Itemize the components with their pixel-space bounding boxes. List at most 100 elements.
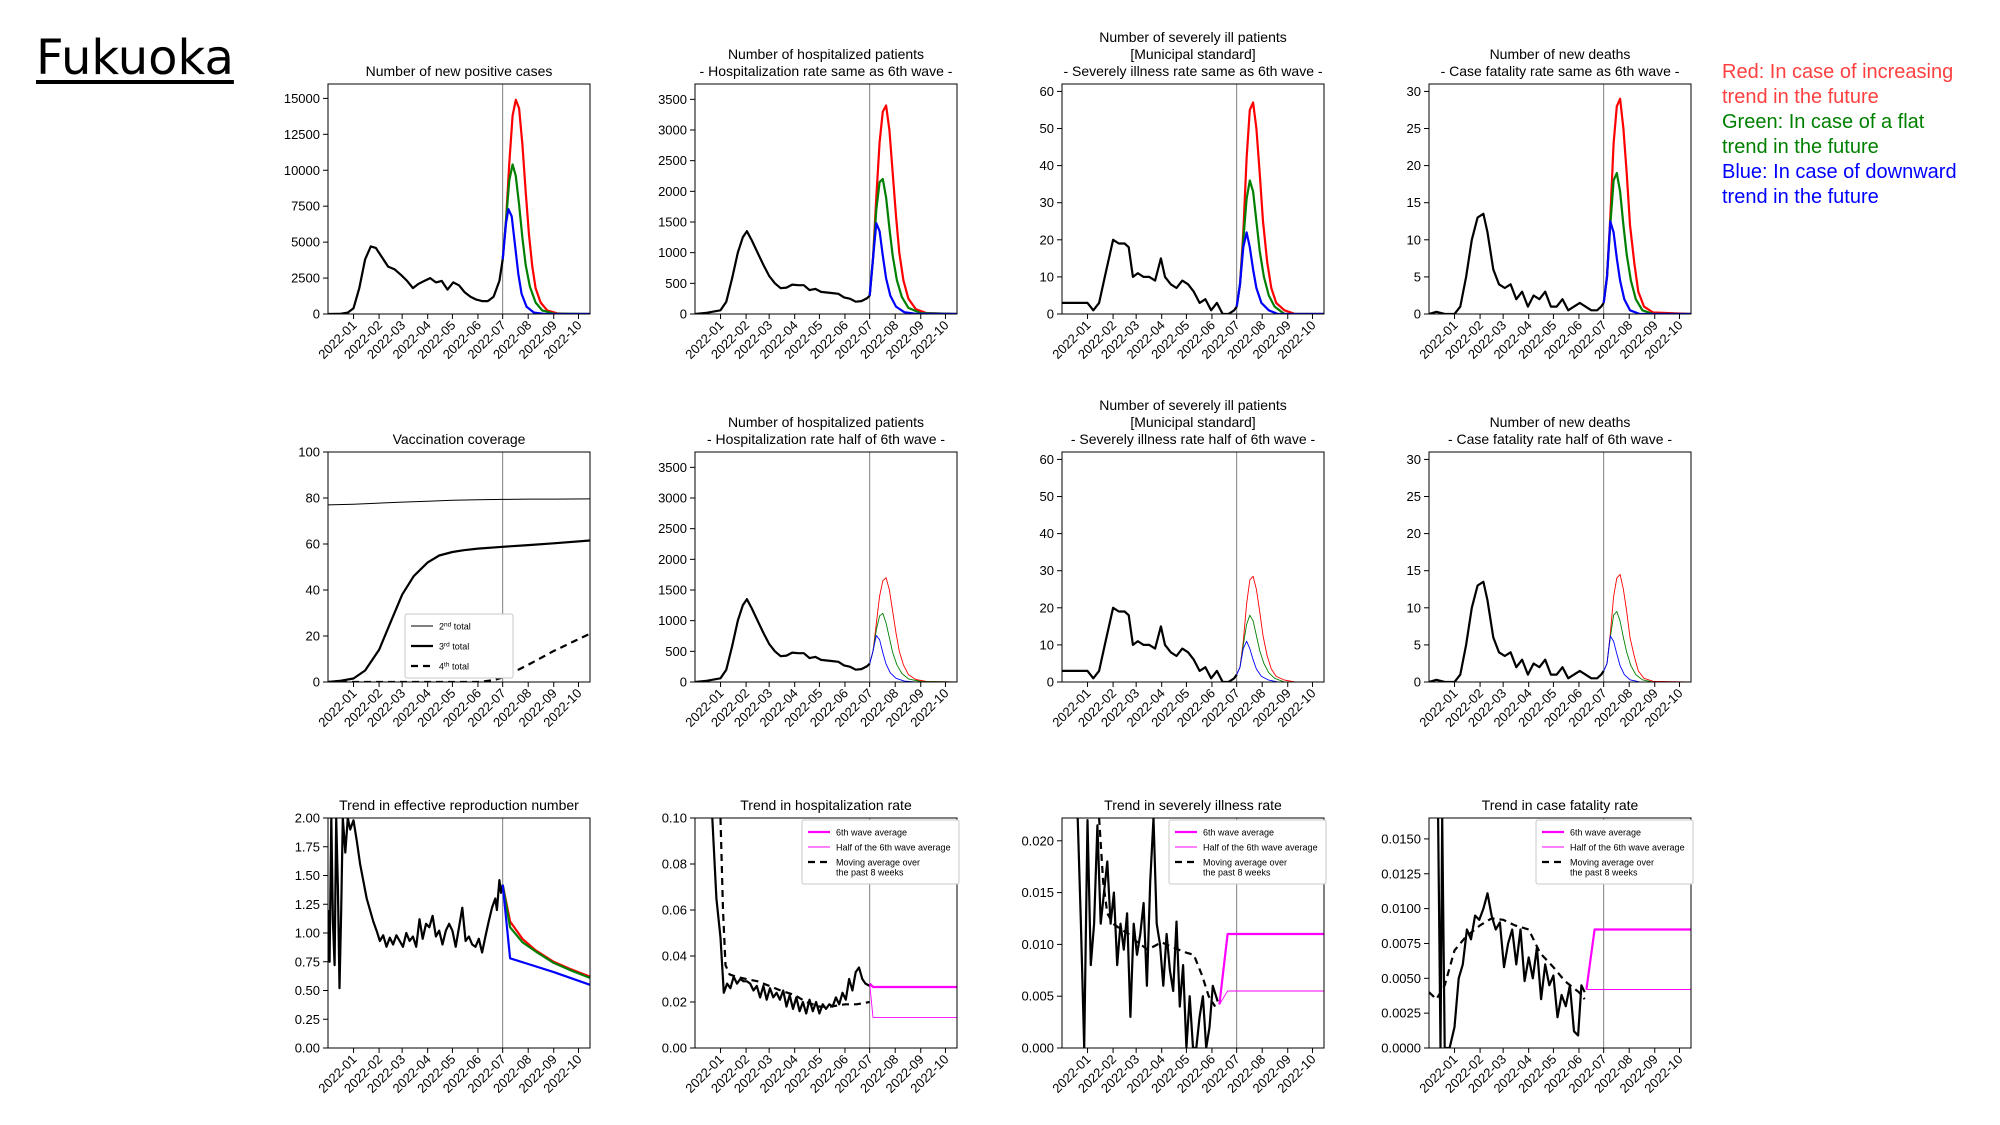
series-line — [1235, 101, 1324, 314]
y-tick-label: 3500 — [658, 92, 687, 107]
y-tick-label: 12500 — [284, 127, 320, 142]
chart-deaths_same: Number of new deaths- Case fatality rate… — [1407, 46, 1692, 362]
chart-hosp_same: Number of hospitalized patients- Hospita… — [658, 46, 958, 362]
chart-title: - Severely illness rate half of 6th wave… — [1071, 431, 1316, 447]
y-tick-label: 3500 — [658, 460, 687, 475]
chart-title: Vaccination coverage — [393, 431, 526, 447]
chart-rt: Trend in effective reproduction number 0.… — [295, 797, 591, 1096]
plot-frame — [694, 83, 958, 315]
legend-note-line: trend in the future — [1722, 86, 1879, 108]
y-tick-label: 2500 — [658, 153, 687, 168]
y-tick-label: 0.010 — [1021, 937, 1054, 952]
y-tick-label: 0.75 — [295, 954, 320, 969]
y-tick-label: 0 — [1414, 675, 1421, 690]
series-line — [328, 632, 590, 682]
series-line — [1429, 917, 1586, 1001]
y-tick-label: 60 — [306, 537, 320, 552]
series-line — [1076, 818, 1219, 1048]
y-tick-label: 5000 — [291, 235, 320, 250]
chart-title: Trend in effective reproduction number — [339, 797, 579, 813]
series-group — [695, 104, 957, 314]
y-tick-label: 0 — [1047, 675, 1054, 690]
chart-legend: 6th wave average Half of the 6th wave ave… — [801, 819, 960, 885]
series-line — [1236, 614, 1324, 682]
series-line — [1437, 818, 1586, 1048]
series-line — [1602, 171, 1691, 314]
series-line — [1603, 611, 1691, 682]
series-line — [869, 612, 957, 682]
chart-title: Trend in case fatality rate — [1482, 797, 1639, 813]
legend-box — [1168, 819, 1327, 885]
y-tick-label: 0.00 — [295, 1041, 320, 1056]
legend-label: Moving average over — [1570, 858, 1654, 868]
legend-note-line: trend in the future — [1722, 186, 1879, 208]
series-line — [328, 498, 590, 506]
legend-label: 4th total — [439, 661, 469, 672]
series-line — [711, 818, 871, 1015]
series-line — [1236, 575, 1324, 682]
y-tick-label: 7500 — [291, 199, 320, 214]
y-tick-label: 60 — [1040, 84, 1054, 99]
y-tick-label: 0.25 — [295, 1012, 320, 1027]
chart-severe_rate: Trend in severely illness rate 0.000 0.005… — [1021, 797, 1327, 1096]
y-tick-label: 0.08 — [662, 857, 687, 872]
series-line — [1429, 580, 1605, 682]
y-tick-label: 0.020 — [1021, 833, 1054, 848]
y-tick-label: 0.0100 — [1381, 901, 1421, 916]
y-tick-label: 40 — [1040, 158, 1054, 173]
series-line — [328, 818, 504, 990]
region-title: Fukuoka — [36, 30, 234, 86]
chart-title: - Hospitalization rate half of 6th wave … — [707, 431, 945, 447]
chart-title: - Hospitalization rate same as 6th wave … — [700, 63, 953, 79]
series-line — [1235, 231, 1324, 314]
legend-note-line: Blue: In case of downward — [1722, 161, 1957, 183]
y-tick-label: 10 — [1407, 232, 1421, 247]
y-tick-label: 0.06 — [662, 903, 687, 918]
y-tick-label: 0.0075 — [1381, 936, 1421, 951]
series-line — [501, 163, 590, 314]
chart-title: Number of severely ill patients — [1099, 29, 1287, 45]
series-line — [868, 982, 957, 989]
legend-note-line: Green: In case of a flat — [1722, 111, 1925, 133]
plot-frame — [1428, 451, 1692, 683]
legend-note-line: trend in the future — [1722, 136, 1879, 158]
y-tick-label: 0 — [1047, 307, 1054, 322]
y-tick-label: 0 — [313, 307, 320, 322]
series-line — [1062, 606, 1238, 682]
chart-title: [Municipal standard] — [1130, 414, 1255, 430]
chart-title: Number of new deaths — [1490, 46, 1631, 62]
y-tick-label: 0.02 — [662, 995, 687, 1010]
y-tick-label: 50 — [1040, 489, 1054, 504]
y-tick-label: 2000 — [658, 552, 687, 567]
y-tick-label: 0.04 — [662, 949, 687, 964]
legend-label: the past 8 weeks — [1570, 868, 1638, 878]
y-tick-label: 50 — [1040, 121, 1054, 136]
y-tick-label: 2000 — [658, 184, 687, 199]
chart-deaths_half: Number of new deaths- Case fatality rate… — [1407, 414, 1692, 730]
plot-frame — [1061, 817, 1325, 1049]
y-tick-label: 40 — [1040, 526, 1054, 541]
chart-title: Trend in severely illness rate — [1104, 797, 1282, 813]
y-tick-label: 1.75 — [295, 839, 320, 854]
legend-label: 6th wave average — [1203, 828, 1274, 838]
y-tick-label: 15000 — [284, 91, 320, 106]
y-tick-label: 40 — [306, 583, 320, 598]
y-tick-label: 30 — [1040, 195, 1054, 210]
y-tick-label: 10000 — [284, 163, 320, 178]
series-group — [1062, 575, 1324, 682]
y-tick-label: 100 — [298, 445, 320, 460]
chart-vaccination: Vaccination coverage0204060801002022-012… — [298, 431, 591, 730]
series-line — [328, 245, 504, 314]
legend-label: Moving average over — [836, 858, 920, 868]
legend-label: Moving average over — [1203, 858, 1287, 868]
y-tick-label: 20 — [1040, 600, 1054, 615]
series-line — [1585, 928, 1691, 990]
y-tick-label: 0 — [313, 675, 320, 690]
series-group — [1429, 573, 1691, 682]
y-tick-label: 2500 — [291, 271, 320, 286]
legend-note-line: Red: In case of increasing — [1722, 61, 1954, 83]
legend-label: 6th wave average — [836, 828, 907, 838]
series-line — [501, 884, 590, 986]
series-group — [328, 498, 590, 682]
